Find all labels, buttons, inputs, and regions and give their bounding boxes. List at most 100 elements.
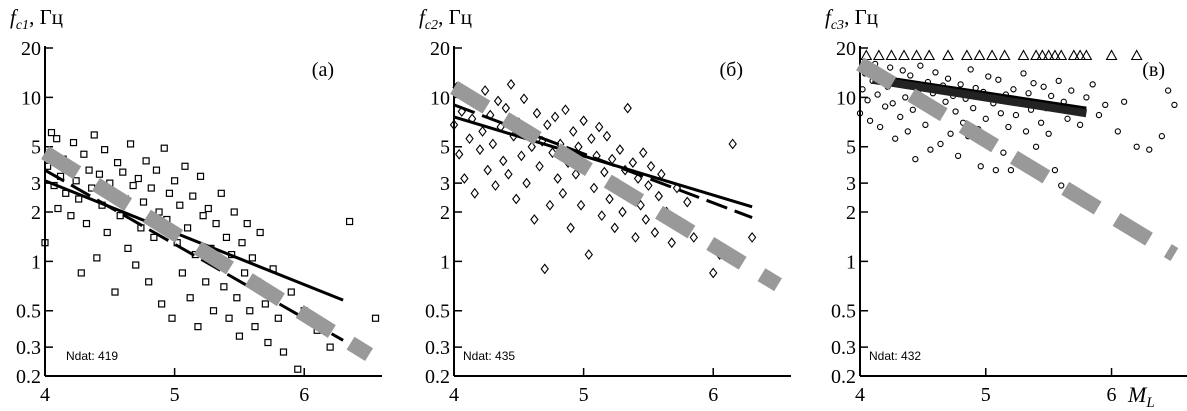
data-point <box>196 172 205 180</box>
fit-line-dashed <box>453 103 753 219</box>
fit-line-dashed <box>44 168 344 342</box>
data-point <box>238 239 246 247</box>
x-tick-label: 5 <box>579 384 589 406</box>
y-tick-label: 5 <box>440 137 450 159</box>
data-point <box>124 244 132 252</box>
x-tick-label: 4 <box>449 384 459 406</box>
panel-a: fc1, Гц (а) Ndat: 419 0.2 0.3 0.5 1 2 3 5 10 20 4… <box>10 5 382 406</box>
fit-line-solid <box>44 179 344 302</box>
y-axis-subscript: c1 <box>16 18 29 33</box>
data-point <box>917 62 924 69</box>
data-point <box>1025 90 1032 97</box>
y-axis-unit: , Гц <box>438 5 472 29</box>
y-tick-label: 0.2 <box>425 366 450 388</box>
data-point <box>899 67 906 74</box>
data-point <box>912 156 919 163</box>
data-point <box>256 228 264 237</box>
y-axis-symbol: f <box>419 5 428 29</box>
data-point <box>475 144 485 156</box>
fit-line-thick <box>871 75 1088 118</box>
data-point <box>129 181 137 190</box>
data-point-triangle <box>872 49 885 61</box>
y-tick-label: 5 <box>31 137 41 159</box>
data-point <box>970 104 977 112</box>
model-line-gray <box>856 57 1179 261</box>
data-point <box>1068 87 1075 94</box>
y-tick-label: 1 <box>31 251 41 273</box>
data-point <box>101 146 109 154</box>
data-point <box>158 300 166 308</box>
y-tick-label: 0.3 <box>831 337 856 359</box>
data-point <box>194 323 202 331</box>
data-point <box>654 190 663 202</box>
data-point <box>561 104 570 116</box>
data-point <box>171 177 179 185</box>
data-point <box>371 314 380 322</box>
data-point <box>1032 143 1040 150</box>
data-point <box>597 210 606 222</box>
data-point <box>235 332 244 340</box>
data-point <box>488 138 498 150</box>
data-point <box>902 94 909 101</box>
data-point <box>499 155 508 167</box>
data-point <box>594 121 604 133</box>
data-point <box>69 138 78 147</box>
data-point-triangle <box>1017 49 1030 61</box>
data-point <box>644 180 653 191</box>
data-point <box>147 184 155 192</box>
data-point <box>212 219 220 228</box>
x-tick-label: 6 <box>708 384 718 406</box>
panel-b: fc2, Гц (б) Ndat: 435 0.2 0.3 0.5 1 2 3 5 10 20 4… <box>419 5 791 406</box>
data-point <box>527 141 536 153</box>
data-point <box>150 233 158 242</box>
data-point <box>977 163 984 170</box>
y-tick-label: 0.2 <box>16 366 41 388</box>
y-axis-label: fc1, Гц <box>10 5 63 33</box>
x-tick-label: 5 <box>170 384 180 406</box>
data-point <box>1076 121 1084 128</box>
y-tick-label: 1 <box>440 251 450 273</box>
data-point <box>217 189 225 197</box>
x-tick-label: 6 <box>299 384 309 406</box>
data-point <box>77 269 85 277</box>
data-point <box>937 140 944 148</box>
y-tick-label: 3 <box>440 173 450 195</box>
data-point <box>882 103 889 110</box>
data-point-triangle <box>960 49 973 61</box>
data-point <box>165 189 174 197</box>
data-point-triangle <box>986 49 998 61</box>
data-point <box>113 159 122 167</box>
data-point <box>264 338 272 347</box>
data-point <box>904 128 911 135</box>
data-point <box>183 224 192 232</box>
data-point <box>709 267 718 279</box>
data-point <box>909 106 916 113</box>
data-point <box>186 294 194 302</box>
data-point <box>856 110 864 117</box>
data-point <box>522 177 531 189</box>
data-point <box>126 140 135 148</box>
data-point <box>483 164 492 176</box>
x-axis-subscript: L <box>1145 395 1154 411</box>
y-tick-label: 10 <box>430 87 450 109</box>
data-point <box>1007 166 1015 174</box>
data-point <box>142 157 150 165</box>
data-point <box>1058 182 1065 189</box>
data-point <box>874 91 881 98</box>
data-point <box>944 75 952 82</box>
data-point <box>168 314 176 322</box>
data-point <box>887 64 894 71</box>
data-point <box>985 73 992 80</box>
data-point <box>942 98 949 105</box>
panel-label: (а) <box>312 59 334 81</box>
data-point <box>615 144 625 156</box>
data-point <box>1095 111 1103 119</box>
data-point <box>633 173 643 184</box>
data-point <box>1030 80 1037 87</box>
data-point <box>1000 149 1007 156</box>
data-point <box>602 130 612 142</box>
y-axis-subscript: c2 <box>425 18 438 33</box>
data-point <box>202 278 210 286</box>
data-point <box>132 261 140 269</box>
